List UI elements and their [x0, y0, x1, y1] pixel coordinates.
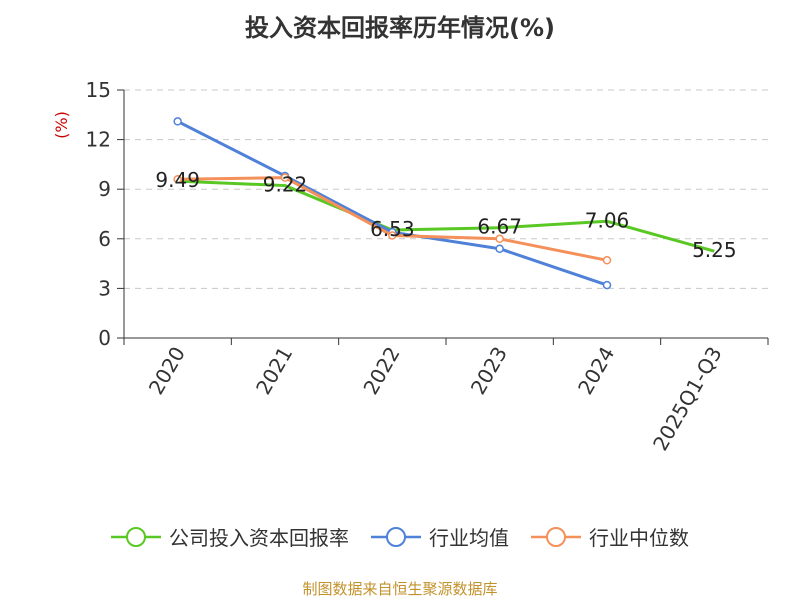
x-tick-label: 2025Q1-Q3 [648, 343, 727, 455]
legend-item-company[interactable]: 公司投入资本回报率 [111, 522, 349, 551]
data-labels: 9.49 9.22 6.53 6.67 7.06 5.25 [155, 168, 736, 262]
legend-item-industry-avg[interactable]: 行业均值 [371, 522, 509, 551]
data-label: 7.06 [585, 208, 630, 232]
legend-marker-industry-median [531, 526, 581, 547]
legend-label-industry-median: 行业中位数 [589, 526, 689, 550]
x-tick-label: 2022 [358, 343, 404, 399]
legend-label-industry-avg: 行业均值 [429, 526, 509, 550]
point-industry-median [602, 256, 612, 265]
y-axis-label: (%) [52, 111, 71, 139]
point-industry-avg [495, 244, 504, 253]
legend-marker-company [111, 526, 161, 547]
legend-item-industry-median[interactable]: 行业中位数 [531, 522, 689, 551]
legend-marker-industry-avg [371, 526, 421, 547]
axes: 0 3 6 9 12 15 2020 2021 2022 2023 2024 2025Q1-Q3 [86, 78, 769, 455]
series-line-company [177, 179, 715, 253]
y-tick-label: 0 [98, 326, 111, 350]
x-tick-label: 2021 [251, 343, 297, 399]
point-industry-median [173, 175, 182, 184]
x-tick-label: 2023 [466, 343, 512, 399]
x-tick-label: 2020 [144, 343, 190, 399]
chart-title: 投入资本回报率历年情况(%) [245, 14, 555, 42]
point-industry-median [388, 231, 397, 240]
data-label: 9.22 [263, 173, 308, 197]
y-tick-label: 3 [98, 276, 111, 300]
y-tick-label: 6 [98, 227, 111, 251]
point-industry-median [495, 234, 504, 244]
series-line-industry-avg [176, 120, 608, 287]
data-label: 6.67 [477, 215, 522, 239]
y-tick-label: 15 [86, 78, 111, 102]
data-label: 6.53 [370, 217, 415, 241]
point-industry-median [280, 173, 290, 182]
data-label: 9.49 [155, 168, 200, 192]
legend-label-company: 公司投入资本回报率 [169, 526, 349, 550]
series-lines [173, 117, 715, 290]
x-tick-label: 2024 [573, 343, 619, 399]
y-tick-label: 12 [86, 128, 111, 152]
point-industry-avg [173, 117, 182, 126]
legend: 公司投入资本回报率 行业均值 行业中位数 [0, 522, 800, 551]
point-industry-avg [602, 280, 612, 290]
data-label: 5.25 [692, 238, 737, 262]
y-tick-label: 9 [98, 177, 111, 201]
gridlines [124, 89, 768, 289]
source-note: 制图数据来自恒生聚源数据库 [302, 580, 498, 598]
